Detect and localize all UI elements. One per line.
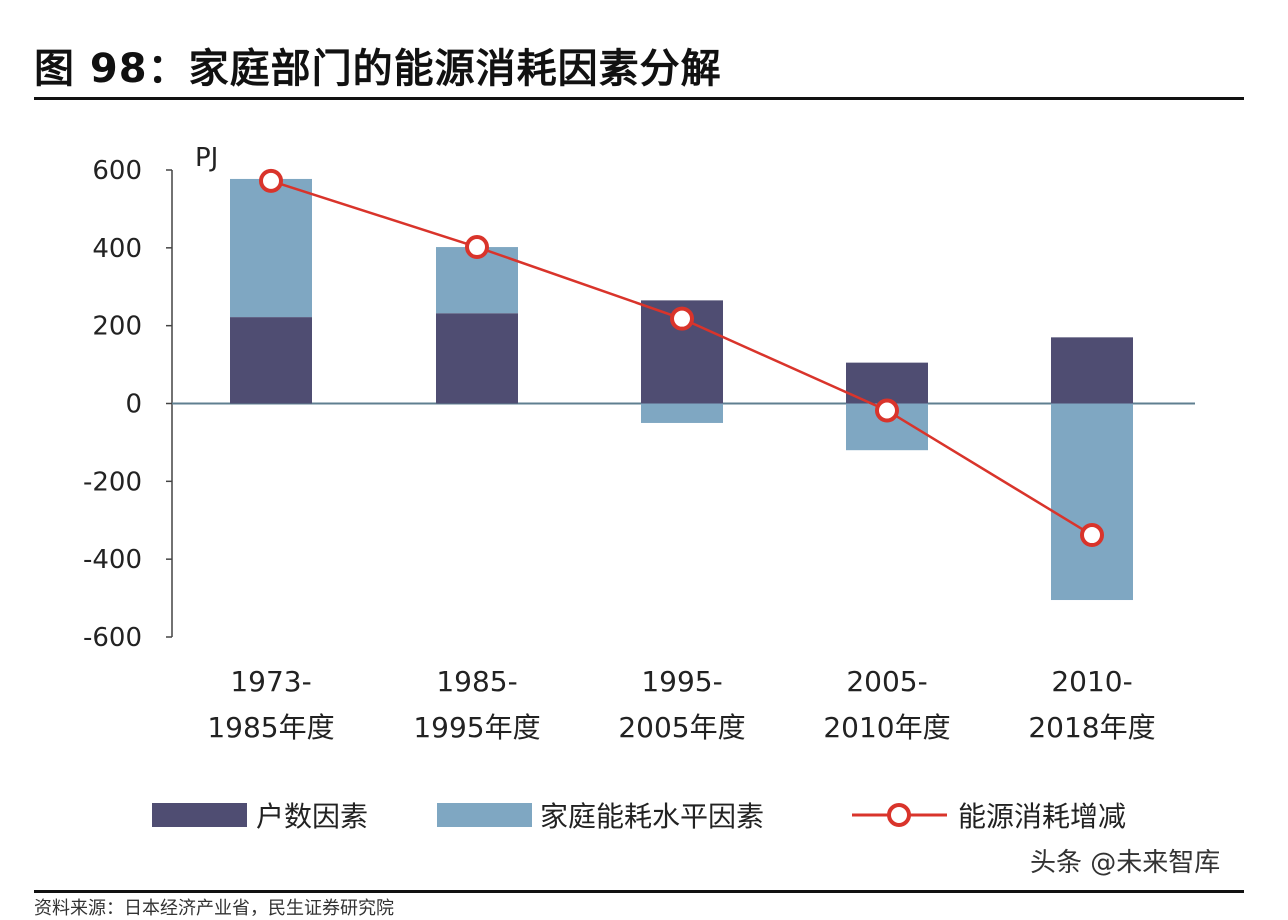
x-tick-label: 2010-	[1051, 665, 1132, 698]
bar-consumption-level-4	[1051, 403, 1133, 601]
x-tick-label: 2010年度	[823, 711, 950, 744]
y-unit-label: PJ	[195, 143, 218, 173]
bar-households-1	[436, 313, 518, 404]
x-tick-label: 1995年度	[413, 711, 540, 744]
title-divider	[34, 97, 1244, 100]
watermark: 头条 @未来智库	[1030, 848, 1221, 878]
bar-consumption-level-0	[230, 178, 312, 318]
x-tick-labels: 1973- 1985年度 1985- 1995年度 1995- 2005年度 2005- 20…	[207, 665, 1155, 744]
x-tick-label: 1985-	[436, 665, 517, 698]
y-tick-label: -600	[83, 623, 142, 653]
legend-swatch-marker	[887, 803, 911, 827]
y-tick-label: 600	[92, 156, 142, 186]
y-tick-label: -400	[83, 545, 142, 575]
x-tick-label: 2005-	[846, 665, 927, 698]
legend-label-consumption-level: 家庭能耗水平因素	[540, 800, 764, 833]
line-point-3	[875, 398, 899, 423]
line-series	[259, 168, 1104, 548]
bars	[230, 178, 1133, 601]
y-tick-label: 200	[92, 312, 142, 342]
chart-title: 图 98：家庭部门的能源消耗因素分解	[34, 46, 722, 92]
y-tick-label: 0	[125, 390, 142, 420]
y-tick-label: 400	[92, 234, 142, 264]
x-tick-label: 1973-	[230, 665, 311, 698]
source-note: 资料来源：日本经济产业省，民生证券研究院	[34, 898, 394, 919]
x-tick-label: 1985年度	[207, 711, 334, 744]
line-point-1	[465, 235, 489, 260]
line-point-2	[670, 306, 694, 331]
legend: 户数因素 家庭能耗水平因素 能源消耗增减	[152, 800, 1126, 833]
bar-households-4	[1051, 337, 1133, 404]
x-tick-label: 2018年度	[1028, 711, 1155, 744]
line-point-0	[259, 168, 283, 193]
bar-consumption-level-2	[641, 403, 723, 423]
line-point-4	[1080, 523, 1104, 548]
footer-divider	[34, 890, 1244, 893]
y-tick-label: -200	[83, 467, 142, 497]
x-tick-label: 2005年度	[618, 711, 745, 744]
x-tick-label: 1995-	[641, 665, 722, 698]
bar-households-3	[846, 362, 928, 404]
legend-label-energy-change: 能源消耗增减	[958, 800, 1126, 833]
legend-swatch-households	[152, 803, 247, 827]
axes: 600 400 200 0 -200 -400 -600 PJ	[83, 143, 1195, 653]
bar-households-0	[230, 317, 312, 404]
legend-swatch-consumption-level	[437, 803, 532, 827]
legend-label-households: 户数因素	[256, 800, 368, 833]
